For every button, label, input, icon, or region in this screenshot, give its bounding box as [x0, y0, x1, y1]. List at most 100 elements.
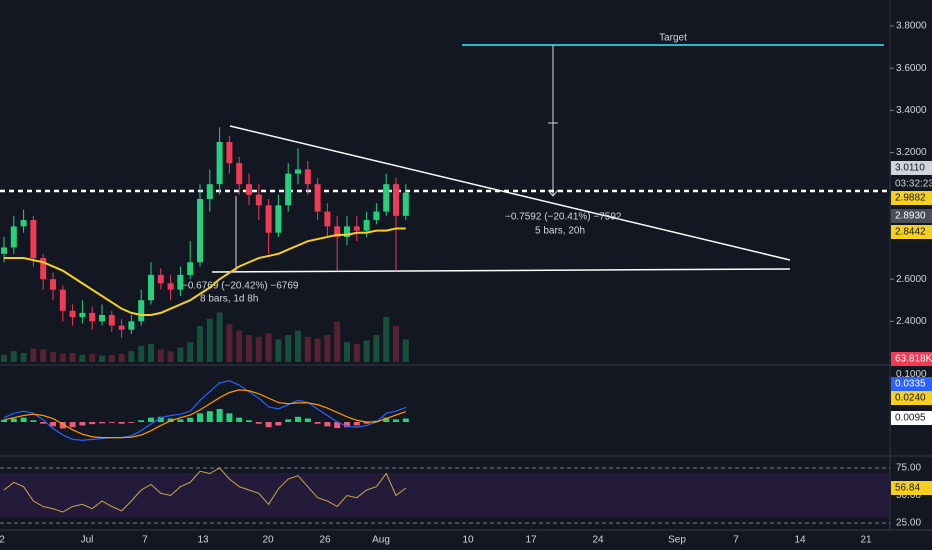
price-tag [891, 161, 932, 175]
y-tick-label: 3.8000 [896, 21, 927, 32]
candle-body [157, 274, 164, 284]
macd-hist-bar [236, 417, 243, 422]
candle-body [69, 310, 76, 318]
candle-body [138, 300, 145, 322]
macd-hist-bar [50, 422, 56, 427]
y-tick-label: 2.6000 [896, 274, 927, 285]
volume-bar [206, 318, 213, 362]
volume-bar [89, 353, 96, 362]
volume-bar [246, 335, 252, 362]
volume-bar [285, 335, 292, 362]
volume-bar [59, 353, 66, 362]
measure-label: 5 bars, 20h [535, 226, 585, 237]
volume-bar [177, 347, 184, 362]
candle-body [285, 173, 292, 206]
candle-body [255, 194, 262, 206]
price-tag-label: 0.0240 [895, 393, 926, 404]
macd-hist-bar [30, 420, 37, 422]
candle-body [40, 258, 47, 280]
volume-bar [304, 336, 311, 362]
macd-hist-bar [324, 422, 331, 427]
candle-body [206, 184, 213, 199]
measure-label: 8 bars, 1d 8h [200, 294, 258, 305]
volume-bar [393, 326, 399, 362]
candle-body [383, 184, 390, 212]
price-tag [891, 352, 932, 366]
macd-hist-bar [138, 420, 145, 422]
volume-bar [10, 351, 17, 362]
volume-bar [1, 354, 7, 362]
candle-body [246, 184, 252, 195]
target-label: Target [659, 33, 687, 44]
macd-hist-bar [246, 420, 252, 422]
candle-body [59, 289, 66, 311]
candle-body [344, 226, 350, 237]
candle-body [226, 141, 233, 164]
candle-body [108, 314, 115, 326]
volume-bar [363, 340, 370, 362]
volume-bar [197, 326, 203, 362]
macd-hist-bar [304, 418, 311, 422]
macd-hist-bar [383, 417, 390, 422]
candle-body [187, 262, 194, 275]
candle-body [50, 279, 56, 290]
volume-bar [265, 333, 272, 362]
macd-hist-bar [148, 417, 154, 422]
macd-hist-bar [314, 422, 321, 424]
macd-hist-bar [40, 422, 47, 424]
volume-bar [138, 345, 145, 362]
candle-body [20, 220, 27, 227]
volume-bar [40, 349, 47, 362]
volume-bar [344, 342, 350, 362]
x-tick-label: Sep [668, 535, 686, 546]
x-tick-label: 7 [142, 535, 148, 546]
macd-hist-bar [353, 422, 360, 426]
macd-hist-bar [10, 418, 17, 422]
volume-bar [402, 339, 409, 362]
macd-hist-bar [275, 422, 282, 426]
volume-bar [314, 338, 321, 362]
volume-bar [79, 354, 86, 362]
candle-body [265, 205, 272, 233]
price-tag-label: 2.8442 [895, 227, 926, 238]
volume-bar [324, 335, 331, 362]
macd-hist-bar [187, 417, 194, 422]
macd-hist-bar [393, 419, 399, 422]
volume-bar [187, 342, 194, 362]
y-tick-label: 3.2000 [896, 147, 927, 158]
price-tag [891, 411, 932, 425]
price-tag [891, 377, 932, 391]
candle-body [177, 274, 184, 290]
macd-hist-bar [177, 419, 184, 422]
macd-hist-bar [265, 422, 272, 428]
price-tag-label: 2.8930 [895, 211, 926, 222]
volume-bar [295, 330, 301, 362]
volume-bar [255, 336, 262, 362]
measure-label: −0.6769 (−20.42%) −6769 [182, 281, 299, 292]
volume-bar [118, 353, 125, 362]
candle-body [118, 325, 125, 330]
x-tick-label: 14 [794, 535, 806, 546]
candle-body [353, 226, 360, 231]
y-tick-label: 3.4000 [896, 105, 927, 116]
candle-body [324, 211, 331, 227]
x-tick-label: 10 [462, 535, 474, 546]
macd-hist-bar [79, 422, 86, 426]
macd-hist-bar [255, 422, 262, 424]
candle-body [99, 314, 105, 322]
x-tick-label: 7 [733, 535, 739, 546]
candle-body [1, 247, 7, 254]
candle-body [197, 198, 203, 263]
support-line [211, 268, 791, 273]
volume-bar [30, 348, 37, 362]
price-tag-label: 2.9882 [895, 193, 926, 204]
x-tick-label: 26 [319, 535, 331, 546]
macd-hist-bar [59, 422, 66, 429]
rsi-tick-label: 25.00 [896, 518, 921, 529]
price-tag-label: 0.0335 [895, 379, 926, 390]
price-tag-label: 56.84 [895, 483, 920, 494]
price-tag [891, 481, 932, 495]
macd-hist-bar [89, 422, 96, 425]
volume-bar [226, 324, 233, 362]
